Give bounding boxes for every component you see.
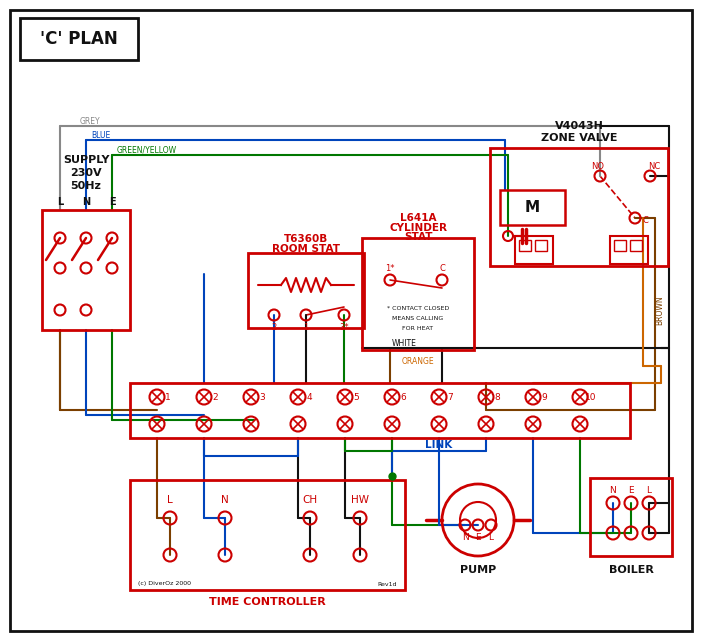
Text: HW: HW [351,495,369,505]
Text: BOILER: BOILER [609,565,654,575]
Text: E: E [109,197,115,207]
Text: T6360B: T6360B [284,234,328,244]
Text: CYLINDER: CYLINDER [389,223,447,233]
Bar [610,236,648,264]
Bar [490,148,668,266]
Text: 6: 6 [400,392,406,401]
Text: 9: 9 [541,392,547,401]
Text: BLUE: BLUE [91,131,110,140]
Bar [130,383,630,438]
Bar [614,240,626,251]
Bar [42,210,130,330]
Text: GREEN/YELLOW: GREEN/YELLOW [117,146,177,154]
Text: L: L [489,533,494,542]
Text: 1: 1 [303,322,309,331]
Text: E: E [628,485,634,494]
Text: 7: 7 [447,392,453,401]
Text: 'C' PLAN: 'C' PLAN [40,30,118,48]
Text: SUPPLY: SUPPLY [62,155,110,165]
Text: 50Hz: 50Hz [71,181,101,191]
Text: ORANGE: ORANGE [402,356,435,365]
Bar [630,240,642,251]
Text: 2: 2 [212,392,218,401]
Text: V4043H: V4043H [555,121,604,131]
Text: L641A: L641A [399,213,436,223]
Bar [519,240,531,251]
Text: TIME CONTROLLER: TIME CONTROLLER [208,597,325,607]
Text: (c) DiverOz 2000: (c) DiverOz 2000 [138,581,191,587]
Text: N: N [82,197,90,207]
Text: WHITE: WHITE [392,338,417,347]
Text: 5: 5 [353,392,359,401]
Text: STAT: STAT [404,232,432,242]
Text: N: N [609,485,616,494]
Text: 1: 1 [165,392,171,401]
Text: * CONTACT CLOSED: * CONTACT CLOSED [387,306,449,310]
Text: L: L [647,485,651,494]
Text: NO: NO [592,162,604,171]
Text: N: N [462,533,468,542]
Text: PUMP: PUMP [460,565,496,575]
Text: C: C [642,215,648,224]
Bar [20,18,138,60]
Text: 3*: 3* [339,322,349,331]
Text: ROOM STAT: ROOM STAT [272,244,340,254]
Text: 10: 10 [585,392,597,401]
Text: BROWN: BROWN [656,296,665,325]
Text: E: E [475,533,481,542]
Bar [130,480,405,590]
Bar [248,253,364,328]
Text: L: L [57,197,63,207]
Text: M: M [524,199,540,215]
Bar [590,478,672,556]
Text: NC: NC [648,162,660,171]
Text: 3: 3 [259,392,265,401]
Text: C: C [439,263,445,272]
Bar [362,238,474,350]
Text: L: L [167,495,173,505]
Text: 2: 2 [272,322,277,331]
Text: 8: 8 [494,392,500,401]
Text: 1*: 1* [385,263,395,272]
Text: LINK: LINK [425,440,453,450]
Text: Rev1d: Rev1d [378,581,397,587]
Text: MEANS CALLING: MEANS CALLING [392,315,444,320]
Bar [515,236,553,264]
Text: 230V: 230V [70,168,102,178]
Text: ZONE VALVE: ZONE VALVE [541,133,617,143]
Text: GREY: GREY [80,117,100,126]
Bar [500,190,565,225]
Bar [535,240,547,251]
Text: N: N [221,495,229,505]
Text: FOR HEAT: FOR HEAT [402,326,434,331]
Text: 4: 4 [306,392,312,401]
Text: CH: CH [303,495,317,505]
